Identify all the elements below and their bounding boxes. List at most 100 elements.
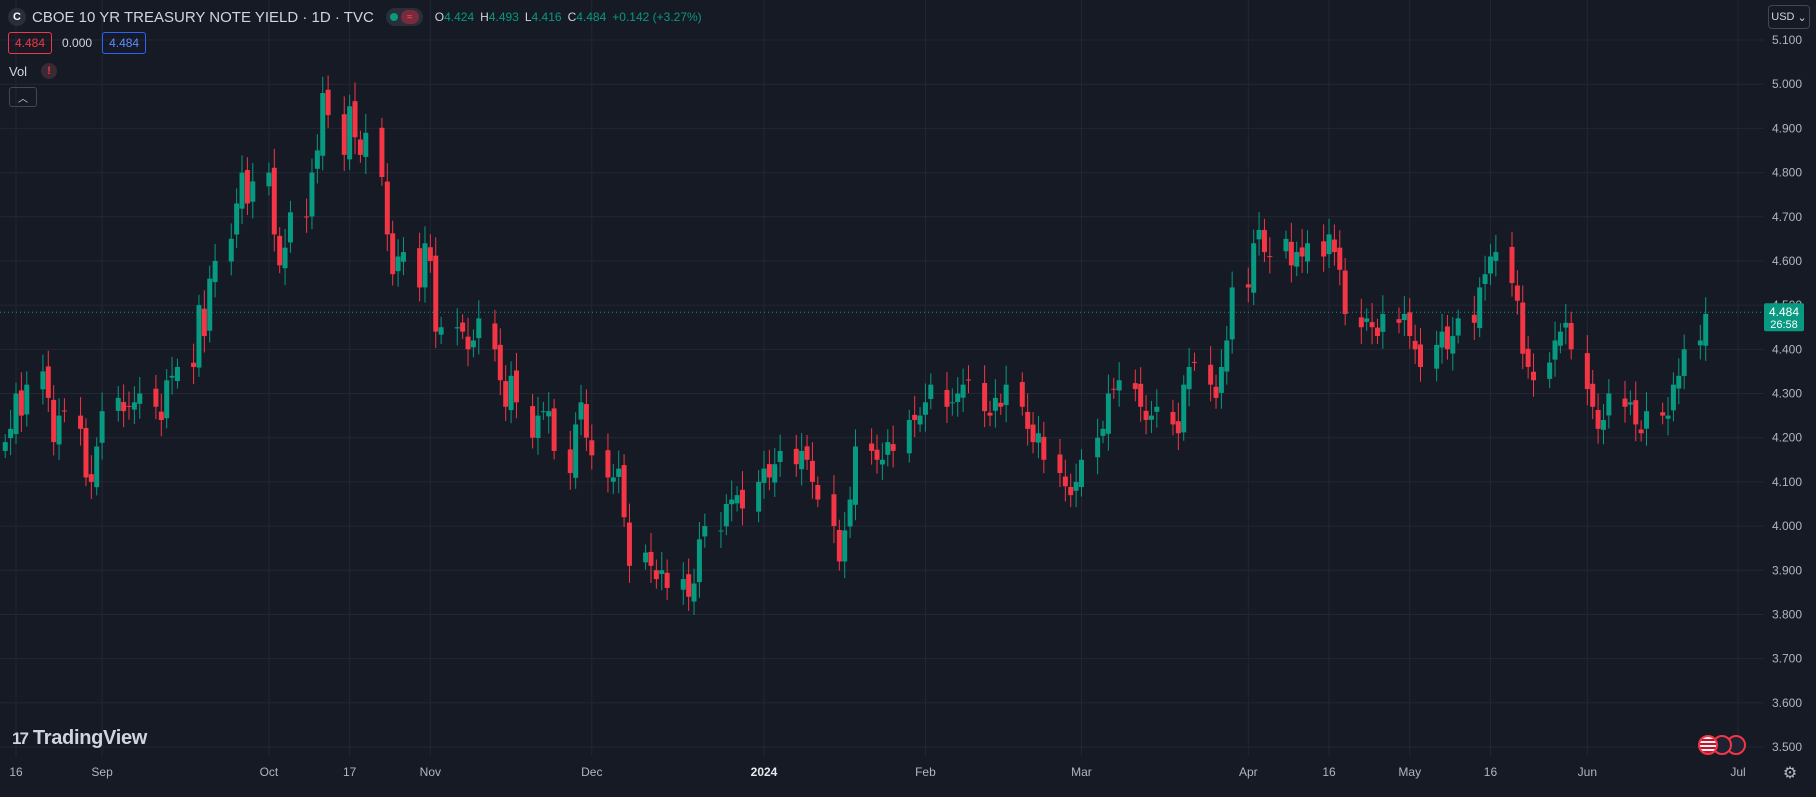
candle [196,294,202,377]
candle [1294,241,1300,277]
candle [772,448,778,498]
economic-events[interactable] [1698,735,1746,755]
bar-countdown: 26:58 [1770,319,1798,331]
candle [2,434,8,459]
candle [1132,369,1138,402]
buy-price-button[interactable]: 4.484 [102,32,147,54]
chevron-up-icon: ︿ [18,93,28,105]
candle [1256,211,1262,256]
candle [1439,313,1445,364]
candle [78,397,84,446]
tradingview-logo[interactable]: 17 TradingView [12,727,147,750]
time-tick-label: Jul [1730,765,1745,779]
candle [1305,230,1310,274]
symbol-logo-icon[interactable]: C [8,8,26,26]
time-tick-label: May [1398,765,1421,779]
candle [696,521,702,598]
candle [1520,285,1526,370]
candle [626,503,632,583]
high-value: 4.493 [488,10,519,24]
currency-label: USD [1771,11,1795,23]
candle [207,265,213,343]
candle [347,94,353,170]
candle [266,162,272,196]
currency-selector[interactable]: USD ⌄ [1768,5,1810,29]
candle [1557,323,1563,354]
candle [852,429,858,521]
candle [304,198,310,233]
candle [379,117,385,186]
price-tick-label: 4.000 [1772,519,1802,533]
candle [1364,308,1370,331]
candle [1224,325,1230,385]
candle [169,356,175,395]
collapse-legend-button[interactable]: ︿ [9,87,37,107]
market-status[interactable]: ≈ [385,8,423,26]
ohlc-values: O4.424 H4.493 L4.416 C4.484 +0.142 (+3.2… [435,10,702,24]
low-label: L [524,10,532,24]
candle [1590,369,1596,420]
candle [99,392,105,460]
candle [1057,438,1063,488]
candle [578,384,584,436]
candle [24,371,30,427]
candle [836,519,842,571]
candle [1396,307,1402,334]
open-label: O [434,10,445,24]
candle [239,155,245,225]
candle [1245,267,1251,303]
candle [56,398,62,461]
candle [885,429,891,467]
price-tick-label: 4.100 [1772,475,1802,489]
candle [1622,380,1628,423]
candle [955,377,961,417]
warning-icon[interactable]: ! [41,63,58,79]
volume-indicator-legend: Vol ! [9,63,58,79]
close-label: C [567,10,577,24]
candle [1412,324,1418,364]
candle [1450,317,1456,371]
candle [1418,328,1424,382]
delayed-data-icon: ≈ [400,10,419,24]
tradingview-logo-text: TradingView [32,727,148,749]
candle [121,384,127,428]
candle [1595,393,1601,444]
candle [982,365,988,428]
candle [1380,295,1386,349]
candle [1358,298,1364,344]
change-value: +0.142 (+3.27%) [612,10,702,24]
time-tick-label: Nov [420,765,441,779]
price-tick-label: 3.800 [1772,607,1802,621]
candle [341,96,347,171]
candle [438,316,444,345]
market-open-dot-icon [389,13,398,21]
symbol-title[interactable]: CBOE 10 YR TREASURY NOTE YIELD · 1D · TV… [32,8,374,26]
candle [465,317,471,367]
time-tick-label: 17 [343,765,357,779]
candle [1434,330,1440,382]
candle [1116,362,1122,407]
candle [94,437,100,496]
candle [1138,367,1144,422]
candle [174,358,180,389]
candle [476,300,482,355]
volume-label[interactable]: Vol [9,63,28,79]
time-tick-label: Feb [915,765,936,779]
candle [503,365,509,422]
candle [8,409,14,456]
time-axis: 16 Sep Oct 17 Nov Dec 2024 Feb Mar Apr 16 May 16 Jun J… [9,765,1745,779]
gear-icon[interactable]: ⚙ [1782,765,1798,782]
candle [1374,318,1380,345]
candle [115,385,121,422]
price-tick-label: 4.400 [1772,342,1802,356]
us-flag-icon[interactable] [1698,735,1718,755]
candle [470,329,476,358]
candle [756,470,762,523]
candle [1208,346,1214,402]
candle [691,568,697,615]
candle [433,237,439,349]
sell-price-button[interactable]: 4.484 [8,32,53,54]
time-tick-label: Apr [1239,765,1258,779]
